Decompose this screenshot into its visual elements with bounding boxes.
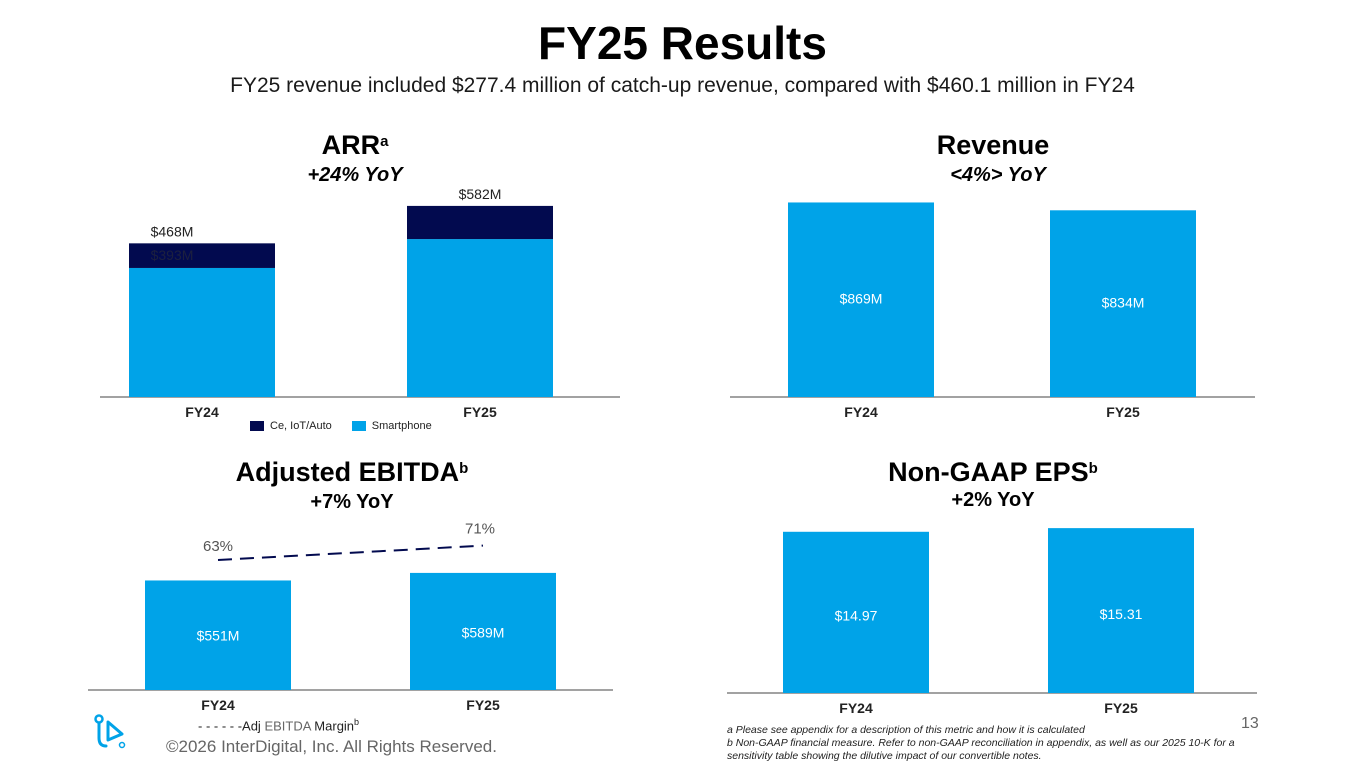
eps-bar-fy24 [783, 531, 929, 693]
revenue-tick-label-fy24: FY24 [844, 404, 878, 420]
ebitda-margin-label-fy25: 71% [465, 521, 495, 538]
eps-value-label-fy24: $14.97 [835, 607, 878, 623]
arr-tick-label-fy25: FY25 [463, 404, 497, 420]
arr-bar-smartphone-fy25 [407, 239, 553, 397]
eps-chart-svg: FY24 $14.97 FY25 $15.31 [727, 528, 1257, 716]
revenue-chart-svg: FY24 $869M FY25 $834M [730, 202, 1255, 420]
arr-chart: FY24 $468M $393M FY25 $582M [100, 186, 620, 430]
ebitda-bar-fy24 [145, 580, 291, 690]
ebitda-chart-yoy: +7% YoY [310, 491, 394, 513]
legend-label-smartphone: Smartphone [371, 420, 432, 432]
arr-chart-yoy: +24% YoY [307, 164, 403, 186]
arr-segment-label-fy24: $393M [151, 247, 194, 263]
eps-tick-label-fy25: FY25 [1104, 700, 1138, 716]
page-title: FY25 Results [538, 17, 827, 69]
revenue-chart: FY24 $869M FY25 $834M [730, 190, 1255, 430]
legend-swatch-ce-iot-auto [250, 421, 264, 431]
ebitda-chart-svg: FY24 $551M FY25 $589M 63% 71% [88, 521, 613, 713]
ebitda-value-label-fy24: $551M [197, 628, 240, 644]
ebitda-chart-title: Adjusted EBITDAb [235, 457, 469, 487]
revenue-value-label-fy24: $869M [840, 291, 883, 307]
arr-total-label-fy25: $582M [459, 186, 502, 202]
legend-label-ce-iot-auto: Ce, IoT/Auto [270, 420, 332, 432]
ebitda-margin-label-fy24: 63% [203, 538, 233, 555]
footnotes: a Please see appendix for a description … [727, 724, 1237, 763]
ebitda-bar-fy25 [410, 572, 556, 690]
page-subtitle: FY25 revenue included $277.4 million of … [230, 74, 1135, 97]
ebitda-margin-legend: - - - - - -Adj EBITDA Marginb [198, 717, 360, 734]
interdigital-logo-icon [94, 714, 126, 749]
ebitda-chart: FY24 $551M FY25 $589M 63% 71% [88, 515, 613, 720]
revenue-bar-fy25 [1050, 210, 1196, 397]
arr-chart-svg: FY24 $468M $393M FY25 $582M [100, 186, 620, 420]
arr-bar-ce-iot-auto-fy25 [407, 205, 553, 240]
ebitda-margin-line [217, 544, 484, 561]
page-number: 13 [1241, 715, 1259, 732]
eps-chart-title: Non-GAAP EPSb [888, 457, 1098, 487]
copyright-notice: ©2026 InterDigital, Inc. All Rights Rese… [166, 737, 497, 756]
ebitda-tick-label-fy24: FY24 [201, 697, 235, 713]
arr-legend: Ce, IoT/Auto Smartphone [250, 420, 432, 432]
legend-swatch-smartphone [351, 421, 366, 431]
eps-bar-fy25 [1048, 528, 1194, 693]
revenue-value-label-fy25: $834M [1102, 295, 1145, 311]
ebitda-value-label-fy25: $589M [462, 624, 505, 640]
eps-value-label-fy25: $15.31 [1100, 606, 1143, 622]
eps-chart: FY24 $14.97 FY25 $15.31 [727, 515, 1257, 720]
eps-tick-label-fy24: FY24 [839, 700, 873, 716]
arr-bar-smartphone-fy24 [129, 267, 275, 397]
eps-chart-yoy: +2% YoY [951, 489, 1035, 511]
revenue-chart-title: Revenue [936, 130, 1050, 160]
arr-tick-label-fy24: FY24 [185, 404, 219, 420]
ebitda-tick-label-fy25: FY25 [466, 697, 500, 713]
revenue-tick-label-fy25: FY25 [1106, 404, 1140, 420]
arr-total-label-fy24: $468M [151, 223, 194, 239]
arr-chart-title: ARRa [321, 130, 389, 160]
arr-bar-ce-iot-auto-fy24 [129, 243, 275, 268]
revenue-bar-fy24 [788, 202, 934, 397]
footnote-a: a Please see appendix for a description … [727, 724, 1085, 736]
footnote-b: b Non-GAAP financial measure. Refer to n… [727, 737, 1235, 762]
revenue-chart-yoy: <4%> YoY [950, 164, 1046, 186]
